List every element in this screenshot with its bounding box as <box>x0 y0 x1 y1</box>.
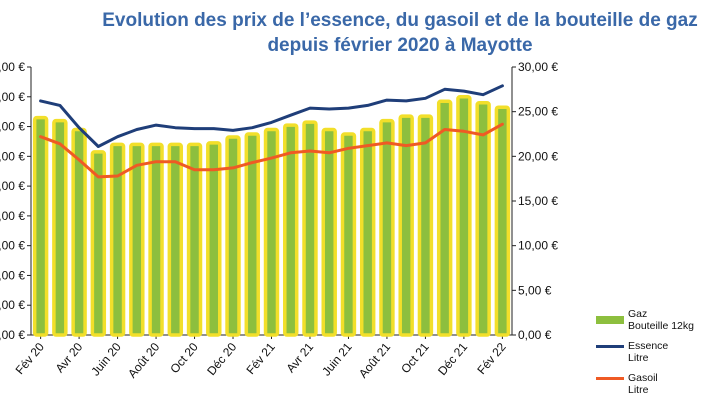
x-tick-label: Juin 20 <box>88 340 124 379</box>
right-tick-label: 10,00 € <box>518 239 558 253</box>
x-tick-label: Fév 22 <box>474 340 509 377</box>
right-tick-label: 15,00 € <box>518 194 558 208</box>
bar-gaz <box>456 95 472 337</box>
right-tick-label: 25,00 € <box>518 105 558 119</box>
bar-gaz <box>321 127 337 337</box>
bar-gaz <box>32 115 49 337</box>
left-tick-label: 140,00 € <box>0 120 25 134</box>
x-tick-label: Août 21 <box>356 340 394 381</box>
x-tick-label: Déc 20 <box>204 340 239 378</box>
left-tick-label: 20,00 € <box>0 298 25 312</box>
left-tick-label: 100,00 € <box>0 179 25 193</box>
bar-gaz <box>436 99 453 337</box>
right-tick-label: 30,00 € <box>518 60 558 74</box>
bar-gaz <box>129 142 145 337</box>
bar-gaz <box>206 141 222 337</box>
legend-item-gasoil: Gasoil Litre <box>596 372 712 396</box>
x-tick-label: Avr 20 <box>53 340 86 376</box>
legend-item-gaz: Gaz Bouteille 12kg <box>596 308 712 332</box>
legend: Gaz Bouteille 12kg Essence Litre Gasoil … <box>596 308 712 404</box>
x-tick-label: Avr 21 <box>283 340 316 376</box>
bar-gaz <box>186 142 203 337</box>
left-tick-label: 40,00 € <box>0 268 25 282</box>
bar-gaz <box>475 100 491 337</box>
left-tick-label: 180,00 € <box>0 60 25 74</box>
right-tick-label: 5,00 € <box>518 283 552 297</box>
x-tick-label: Oct 21 <box>398 340 432 376</box>
x-tick-label: Oct 20 <box>167 340 201 376</box>
legend-label-gasoil-line1: Gasoil <box>628 372 658 384</box>
bar-gaz <box>90 150 107 337</box>
bar-gaz <box>379 118 395 337</box>
legend-swatch-gaz <box>596 316 624 324</box>
bar-gaz <box>340 132 357 337</box>
bar-gaz <box>225 135 241 337</box>
bar-gaz <box>167 142 184 337</box>
bar-gaz <box>52 118 68 337</box>
legend-label-gaz-line2: Bouteille 12kg <box>628 320 694 332</box>
left-tick-label: 160,00 € <box>0 90 25 104</box>
left-tick-label: 60,00 € <box>0 239 25 253</box>
legend-item-essence: Essence Litre <box>596 340 712 364</box>
bar-gaz <box>417 114 434 337</box>
right-tick-label: 0,00 € <box>518 328 552 342</box>
legend-label-gasoil-line2: Litre <box>628 384 649 396</box>
x-tick-label: Fév 20 <box>13 340 48 377</box>
bar-gaz <box>359 127 376 337</box>
x-tick-label: Déc 21 <box>435 340 470 378</box>
x-tick-label: Juin 21 <box>319 340 355 379</box>
legend-label-essence-line1: Essence <box>628 340 669 352</box>
bar-gaz <box>148 142 164 337</box>
left-tick-label: 0,00 € <box>0 328 25 342</box>
line-series <box>39 84 504 179</box>
bar-gaz <box>494 105 511 337</box>
bar-gaz <box>398 114 414 337</box>
line-gasoil <box>39 122 504 179</box>
bar-gaz <box>109 142 126 337</box>
line-essence <box>39 84 504 148</box>
bar-series <box>32 95 511 337</box>
legend-label-gaz-line1: Gaz <box>628 308 648 320</box>
x-tick-label: Fév 21 <box>243 340 278 377</box>
bar-gaz <box>244 132 260 337</box>
legend-label-essence-line2: Litre <box>628 352 649 364</box>
left-tick-label: 120,00 € <box>0 149 25 163</box>
legend-swatch-gasoil <box>596 377 624 380</box>
left-tick-label: 80,00 € <box>0 209 25 223</box>
chart-title: Evolution des prix de l’essence, du gaso… <box>102 10 698 56</box>
bar-gaz <box>283 123 299 337</box>
x-tick-label: Août 20 <box>125 340 163 381</box>
right-tick-label: 20,00 € <box>518 149 558 163</box>
legend-swatch-essence <box>596 345 624 348</box>
bar-gaz <box>263 127 280 337</box>
bar-gaz <box>302 120 318 337</box>
